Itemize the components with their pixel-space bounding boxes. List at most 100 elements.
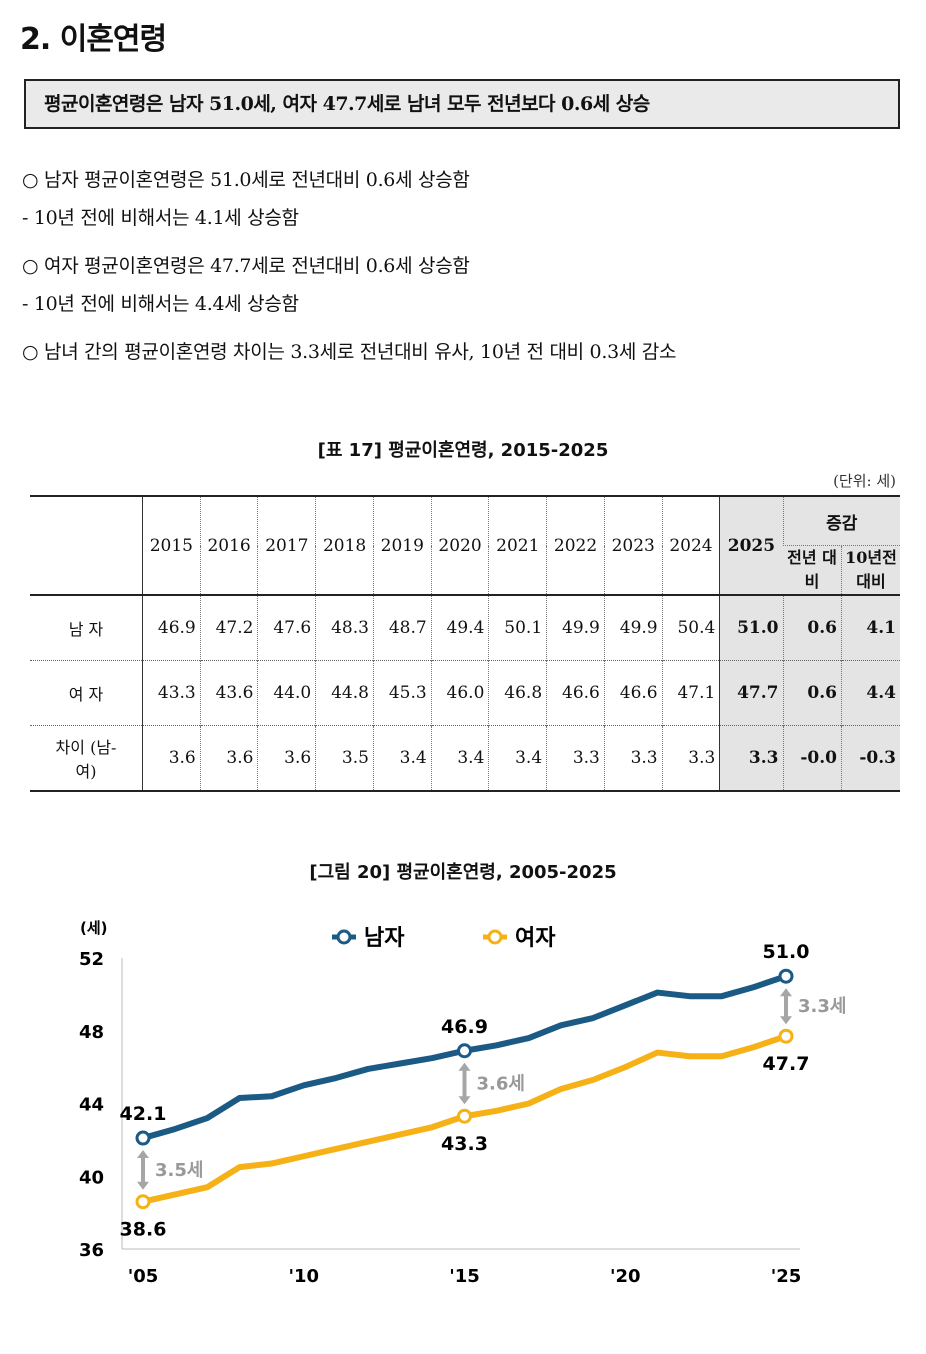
- value-cell: 45.3: [372, 660, 432, 726]
- value-cell: 3.4: [372, 725, 432, 791]
- section-title: 2. 이혼연령: [20, 22, 167, 57]
- change-col-header: 10년전 대비: [841, 545, 900, 595]
- y-tick-label: 40: [79, 1167, 104, 1188]
- value-cell: 3.6: [142, 725, 201, 791]
- value-cell: 48.3: [315, 594, 374, 661]
- gap-label: 3.6세: [477, 1073, 525, 1094]
- value-cell: 49.4: [430, 594, 489, 661]
- value-cell: 44.0: [257, 660, 316, 726]
- chart-caption: [그림 20] 평균이혼연령, 2005-2025: [309, 862, 617, 883]
- row-label: 남 자: [30, 594, 143, 661]
- change-cell: -0.3: [841, 725, 900, 791]
- value-cell: 46.8: [488, 660, 547, 726]
- row-label: 여 자: [30, 660, 143, 726]
- year-header: 2018: [315, 496, 374, 595]
- data-point: [457, 1108, 472, 1124]
- summary-box: 평균이혼연령은 남자 51.0세, 여자 47.7세로 남녀 모두 전년보다 0…: [24, 79, 900, 129]
- corner-cell: [30, 496, 143, 595]
- value-cell: 47.6: [257, 594, 316, 661]
- age-table: 2015 2016 2017 2018 2019 2020 2021 2022 2023 2024…: [30, 495, 900, 792]
- value-cell: 46.9: [142, 594, 201, 661]
- value-cell: 3.3: [661, 725, 720, 791]
- value-cell: 47.1: [661, 660, 720, 726]
- y-axis-label: (세): [80, 919, 108, 937]
- gap-label: 3.3세: [798, 996, 846, 1017]
- legend-label: 여자: [515, 926, 556, 951]
- data-point: [135, 1130, 151, 1146]
- change-cell: 4.1: [841, 594, 900, 661]
- sub-bullet: - 10년 전에 비해서는 4.1세 상승함: [22, 207, 299, 229]
- data-point: [778, 1028, 794, 1044]
- data-point: [457, 1043, 472, 1059]
- value-cell: 3.6: [257, 725, 316, 791]
- y-tick-label: 44: [79, 1095, 104, 1116]
- x-tick-label: '10: [288, 1266, 319, 1287]
- year-header: 2025: [719, 496, 783, 595]
- y-tick-label: 36: [79, 1240, 104, 1261]
- change-cell: 4.4: [841, 660, 900, 726]
- x-tick-label: '25: [771, 1266, 802, 1287]
- data-label: 51.0: [763, 941, 810, 963]
- table-caption: [표 17] 평균이혼연령, 2015-2025: [317, 440, 609, 461]
- data-label: 46.9: [441, 1016, 488, 1038]
- change-cell: 0.6: [782, 660, 842, 726]
- year-header: 2022: [546, 496, 605, 595]
- legend-label: 남자: [364, 926, 405, 951]
- value-cell: 3.3: [546, 725, 605, 791]
- value-cell: 3.4: [430, 725, 489, 791]
- x-tick-label: '15: [449, 1266, 480, 1287]
- value-cell: 49.9: [603, 594, 663, 661]
- value-cell: 51.0: [719, 594, 783, 661]
- gap-arrow-head: [780, 988, 792, 997]
- y-tick-label: 52: [79, 949, 104, 970]
- row-label: 차이 (남-여): [30, 725, 143, 791]
- value-cell: 48.7: [372, 594, 432, 661]
- change-col-header: 전년 대비: [783, 545, 842, 595]
- value-cell: 47.2: [199, 594, 258, 661]
- year-header: 2016: [199, 496, 258, 595]
- table-unit: (단위: 세): [833, 472, 896, 490]
- data-label: 43.3: [441, 1133, 488, 1155]
- year-header: 2024: [661, 496, 720, 595]
- value-cell: 46.0: [430, 660, 489, 726]
- bullet: ○ 여자 평균이혼연령은 47.7세로 전년대비 0.6세 상승함: [22, 255, 470, 277]
- value-cell: 46.6: [603, 660, 663, 726]
- bullet: ○ 남자 평균이혼연령은 51.0세로 전년대비 0.6세 상승함: [22, 169, 470, 191]
- year-header: 2019: [372, 496, 432, 595]
- year-header: 2021: [488, 496, 547, 595]
- value-cell: 44.8: [315, 660, 374, 726]
- year-header: 2015: [142, 496, 201, 595]
- gap-label: 3.5세: [155, 1160, 203, 1181]
- x-tick-label: '20: [610, 1266, 641, 1287]
- value-cell: 3.3: [603, 725, 663, 791]
- value-cell: 47.7: [719, 660, 783, 726]
- value-cell: 49.9: [546, 594, 605, 661]
- value-cell: 50.4: [661, 594, 720, 661]
- bullet: ○ 남녀 간의 평균이혼연령 차이는 3.3세로 전년대비 유사, 10년 전 …: [22, 341, 677, 363]
- value-cell: 3.3: [719, 725, 783, 791]
- gap-arrow-head: [137, 1181, 149, 1190]
- data-point: [135, 1194, 151, 1210]
- x-tick-label: '05: [128, 1266, 159, 1287]
- data-label: 47.7: [763, 1053, 810, 1075]
- year-header: 2020: [430, 496, 489, 595]
- gap-arrow-head: [780, 1016, 792, 1025]
- year-header: 2023: [603, 496, 663, 595]
- legend-marker: [336, 929, 352, 945]
- value-cell: 46.6: [546, 660, 605, 726]
- value-cell: 3.4: [488, 725, 547, 791]
- legend-marker: [487, 929, 503, 945]
- value-cell: 43.6: [199, 660, 258, 726]
- change-cell: -0.0: [782, 725, 842, 791]
- sub-bullet: - 10년 전에 비해서는 4.4세 상승함: [22, 293, 299, 315]
- year-header: 2017: [257, 496, 316, 595]
- value-cell: 43.3: [142, 660, 201, 726]
- change-header: 증감: [782, 496, 900, 546]
- data-point: [778, 968, 794, 984]
- data-label: 42.1: [120, 1103, 167, 1125]
- value-cell: 50.1: [488, 594, 547, 661]
- line-chart: (세) 36 40 44 48 52 '05 '10 '15 '20 '25 3.5세 3.6세 3.3세…: [79, 919, 847, 1287]
- change-cell: 0.6: [782, 594, 842, 661]
- y-tick-label: 48: [79, 1022, 104, 1043]
- gap-arrow-head: [458, 1096, 471, 1105]
